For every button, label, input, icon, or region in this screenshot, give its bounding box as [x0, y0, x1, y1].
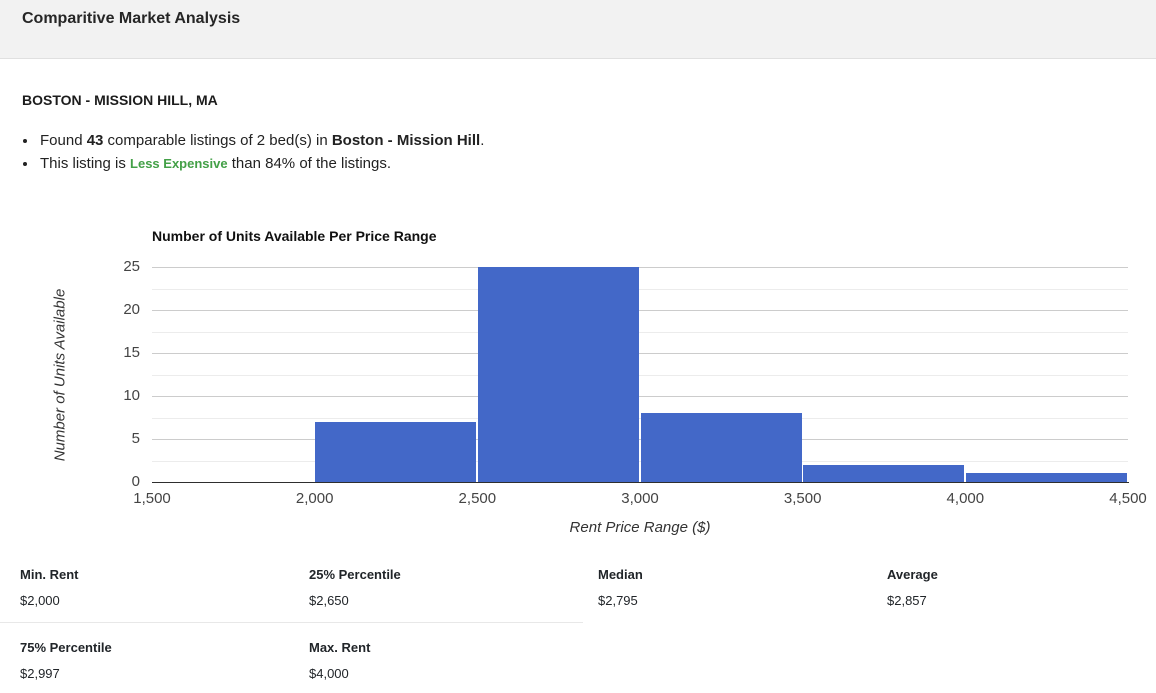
x-tick-label: 3,000 — [621, 490, 659, 507]
y-tick-label: 0 — [131, 473, 140, 490]
neighborhood-name: Boston - Mission Hill — [331, 132, 481, 149]
stat-label: 25% Percentile — [309, 567, 401, 582]
stat-label: 75% Percentile — [20, 640, 112, 655]
stat-max-rent: Max. Rent $4,000 — [309, 640, 579, 681]
summary-text: Found — [40, 132, 87, 149]
y-axis-label: Number of Units Available — [51, 288, 69, 462]
minor-gridline — [152, 417, 1128, 419]
summary-list: Found 43 comparable listings of 2 bed(s)… — [38, 130, 484, 176]
stat-label: Max. Rent — [309, 640, 371, 655]
stat-25-percentile: 25% Percentile $2,650 — [309, 567, 579, 608]
histogram-bar — [965, 473, 1127, 482]
minor-gridline — [152, 288, 1128, 290]
x-tick-label: 1,500 — [133, 490, 171, 507]
histogram-bar — [315, 421, 477, 482]
minor-gridline — [152, 374, 1128, 376]
stat-median: Median $2,795 — [598, 567, 868, 608]
stat-label: Average — [887, 567, 938, 582]
major-gridline — [152, 310, 1128, 311]
y-tick-label: 10 — [123, 387, 140, 404]
stat-value: $2,997 — [20, 666, 60, 681]
x-tick-label: 4,000 — [946, 490, 985, 507]
stat-average: Average $2,857 — [887, 567, 1156, 608]
stat-75-percentile: 75% Percentile $2,997 — [20, 640, 290, 681]
stats-divider — [0, 622, 583, 623]
y-tick-label: 25 — [123, 258, 140, 275]
page-header: Comparitive Market Analysis — [0, 0, 1156, 59]
x-tick-label: 2,500 — [458, 490, 497, 507]
stat-label: Min. Rent — [20, 567, 79, 582]
stat-value: $4,000 — [309, 666, 349, 681]
stat-label: Median — [598, 567, 643, 582]
major-gridline — [152, 439, 1128, 440]
stats-section: Min. Rent $2,000 25% Percentile $2,650 M… — [0, 557, 1156, 693]
stat-value: $2,000 — [20, 593, 60, 608]
summary-text: This listing is — [40, 155, 131, 172]
stat-value: $2,650 — [309, 593, 349, 608]
summary-item-comparison: This listing is Less Expensive than 84% … — [38, 153, 484, 175]
chart-title: Number of Units Available Per Price Rang… — [152, 228, 437, 244]
summary-item-listings: Found 43 comparable listings of 2 bed(s)… — [38, 130, 484, 152]
price-histogram-chart: Number of Units Available Per Price Rang… — [0, 220, 1156, 550]
stat-min-rent: Min. Rent $2,000 — [20, 567, 290, 608]
histogram-bar — [477, 267, 639, 482]
major-gridline — [152, 353, 1128, 354]
summary-text: than 84% of the listings. — [227, 155, 392, 172]
listing-count: 43 — [86, 132, 104, 149]
y-tick-label: 5 — [131, 430, 140, 447]
y-tick-label: 15 — [123, 344, 140, 361]
comparison-badge: Less Expensive — [130, 156, 228, 171]
x-tick-label: 4,500 — [1109, 490, 1147, 507]
minor-gridline — [152, 331, 1128, 333]
x-axis-line — [152, 482, 1129, 483]
major-gridline — [152, 267, 1128, 268]
y-tick-label: 20 — [123, 301, 140, 318]
histogram-bar — [640, 413, 802, 482]
summary-text: comparable listings of 2 bed(s) in — [103, 132, 332, 149]
summary-text: . — [480, 132, 485, 149]
stat-value: $2,857 — [887, 593, 927, 608]
x-axis-title: Rent Price Range ($) — [569, 519, 711, 536]
x-tick-label: 3,500 — [783, 490, 822, 507]
x-tick-label: 2,000 — [295, 490, 334, 507]
minor-gridline — [152, 460, 1128, 462]
plot-area — [152, 267, 1128, 482]
stat-value: $2,795 — [598, 593, 638, 608]
histogram-bar — [803, 464, 965, 482]
major-gridline — [152, 396, 1128, 397]
location-heading: BOSTON - MISSION HILL, MA — [22, 92, 218, 108]
page-title: Comparitive Market Analysis — [22, 10, 241, 27]
